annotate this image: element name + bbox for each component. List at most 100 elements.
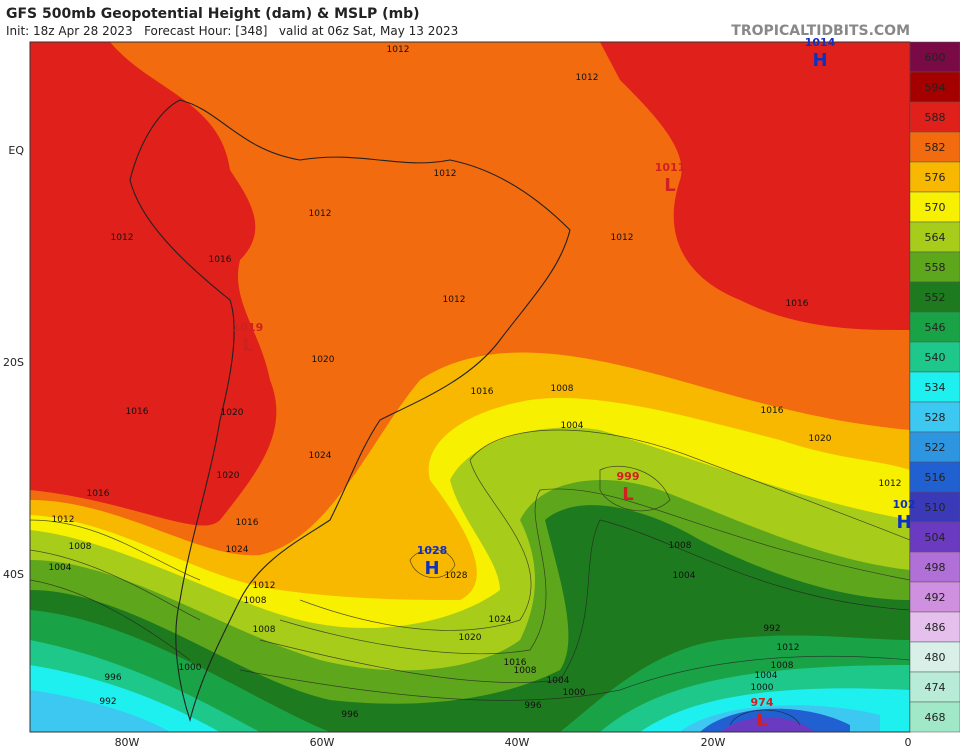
isobar-label: 1012 <box>387 45 410 55</box>
isobar-label: 996 <box>104 673 121 683</box>
colorbar-label: 510 <box>925 501 946 514</box>
colorbar-cell <box>909 581 960 613</box>
isobar-label: 1012 <box>879 479 902 489</box>
colorbar-cell <box>909 281 960 313</box>
isobar-label: 1000 <box>563 688 586 698</box>
isobar-label: 1004 <box>755 671 778 681</box>
isobar-label: 1016 <box>761 406 784 416</box>
subtitle: Init: 18z Apr 28 2023 Forecast Hour: [34… <box>6 24 458 38</box>
isobar-label: 1024 <box>489 615 512 625</box>
colorbar-label: 534 <box>925 381 946 394</box>
center-letter: L <box>242 335 253 356</box>
colorbar-label: 594 <box>925 81 946 94</box>
colorbar-label: 582 <box>925 141 946 154</box>
isobar-label: 1008 <box>551 384 574 394</box>
colorbar-cell <box>909 431 960 463</box>
lon-label: 40W <box>505 736 530 749</box>
coastline <box>129 99 571 722</box>
center-value: 1028 <box>417 544 448 557</box>
center-value: 102 <box>893 498 916 511</box>
colorbar-label: 588 <box>925 111 946 124</box>
isobar-label: 1020 <box>809 434 832 444</box>
isobar-label: 1012 <box>777 643 800 653</box>
colorbar-label: 504 <box>925 531 946 544</box>
isobar-label: 1012 <box>576 73 599 83</box>
colorbar-cell <box>909 611 960 643</box>
colorbar-label: 552 <box>925 291 946 304</box>
lon-label: 60W <box>310 736 335 749</box>
isobar-label: 1028 <box>445 571 468 581</box>
isobar-label: 1012 <box>443 295 466 305</box>
colorbar-label: 540 <box>925 351 946 364</box>
center-value: 1014 <box>805 36 836 49</box>
colorbar-cell <box>909 101 960 133</box>
isobar-label: 996 <box>524 701 541 711</box>
colorbar-label: 486 <box>925 621 946 634</box>
isobar-label: 1012 <box>611 233 634 243</box>
isobar-label: 1004 <box>547 676 570 686</box>
isobar-label: 1008 <box>771 661 794 671</box>
center-letter: L <box>756 710 767 731</box>
center-value: 1011 <box>655 161 686 174</box>
isobar-label: 1000 <box>751 683 774 693</box>
colorbar-cell <box>909 191 960 223</box>
isobar-label: 1024 <box>226 545 249 555</box>
isobar-label: 1016 <box>471 387 494 397</box>
colorbar-cell <box>909 641 960 673</box>
isobar-label: 1016 <box>126 407 149 417</box>
colorbar-label: 564 <box>925 231 946 244</box>
colorbar-cell <box>909 371 960 403</box>
colorbar-label: 498 <box>925 561 946 574</box>
center-value: 1019 <box>233 321 264 334</box>
colorbar-label: 468 <box>925 711 946 724</box>
colorbar-label: 558 <box>925 261 946 274</box>
isobar-label: 1012 <box>52 515 75 525</box>
center-letter: L <box>622 484 633 505</box>
isobar-label: 1008 <box>669 541 692 551</box>
colorbar-cell <box>909 251 960 283</box>
isobar-label: 1004 <box>673 571 696 581</box>
isobar-label: 1020 <box>459 633 482 643</box>
isobar-label: 1004 <box>561 421 584 431</box>
isobar-label: 1016 <box>504 658 527 668</box>
colorbar-label: 522 <box>925 441 946 454</box>
isobar-label: 1012 <box>434 169 457 179</box>
lat-label: 20S <box>3 356 24 369</box>
isobar-label: 1000 <box>179 663 202 673</box>
isobar-label: 1008 <box>69 542 92 552</box>
center-letter: L <box>664 175 675 196</box>
isobar-label: 1004 <box>49 563 72 573</box>
colorbar-cell <box>909 401 960 433</box>
isobar-label: 1020 <box>217 471 240 481</box>
isobar-label: 1024 <box>309 451 332 461</box>
colorbar-label: 546 <box>925 321 946 334</box>
colorbar-cell <box>909 671 960 703</box>
lon-label: 20W <box>701 736 726 749</box>
isobar-label: 992 <box>99 697 116 707</box>
colorbar-label: 492 <box>925 591 946 604</box>
colorbar-cell <box>909 701 960 733</box>
lat-label: 40S <box>3 568 24 581</box>
colorbar-label: 474 <box>925 681 946 694</box>
colorbar-label: 516 <box>925 471 946 484</box>
isobar-label: 1008 <box>244 596 267 606</box>
colorbar-label: 480 <box>925 651 946 664</box>
isobar-label: 1016 <box>236 518 259 528</box>
lon-label: 80W <box>115 736 140 749</box>
colorbar-cell <box>909 491 960 523</box>
colorbar-label: 528 <box>925 411 946 424</box>
isobar-label: 1012 <box>253 581 276 591</box>
colorbar-cell <box>909 461 960 493</box>
isobar-label: 1020 <box>221 408 244 418</box>
lon-label: 0 <box>905 736 912 749</box>
colorbar-label: 570 <box>925 201 946 214</box>
isobar-label: 1012 <box>309 209 332 219</box>
colorbar-label: 576 <box>925 171 946 184</box>
height-field <box>30 42 910 732</box>
isobar-label: 1012 <box>111 233 134 243</box>
center-value: 999 <box>617 470 640 483</box>
colorbar-cell <box>909 41 960 73</box>
watermark: TROPICALTIDBITS.COM <box>731 23 910 39</box>
isobar-label: 996 <box>341 710 358 720</box>
